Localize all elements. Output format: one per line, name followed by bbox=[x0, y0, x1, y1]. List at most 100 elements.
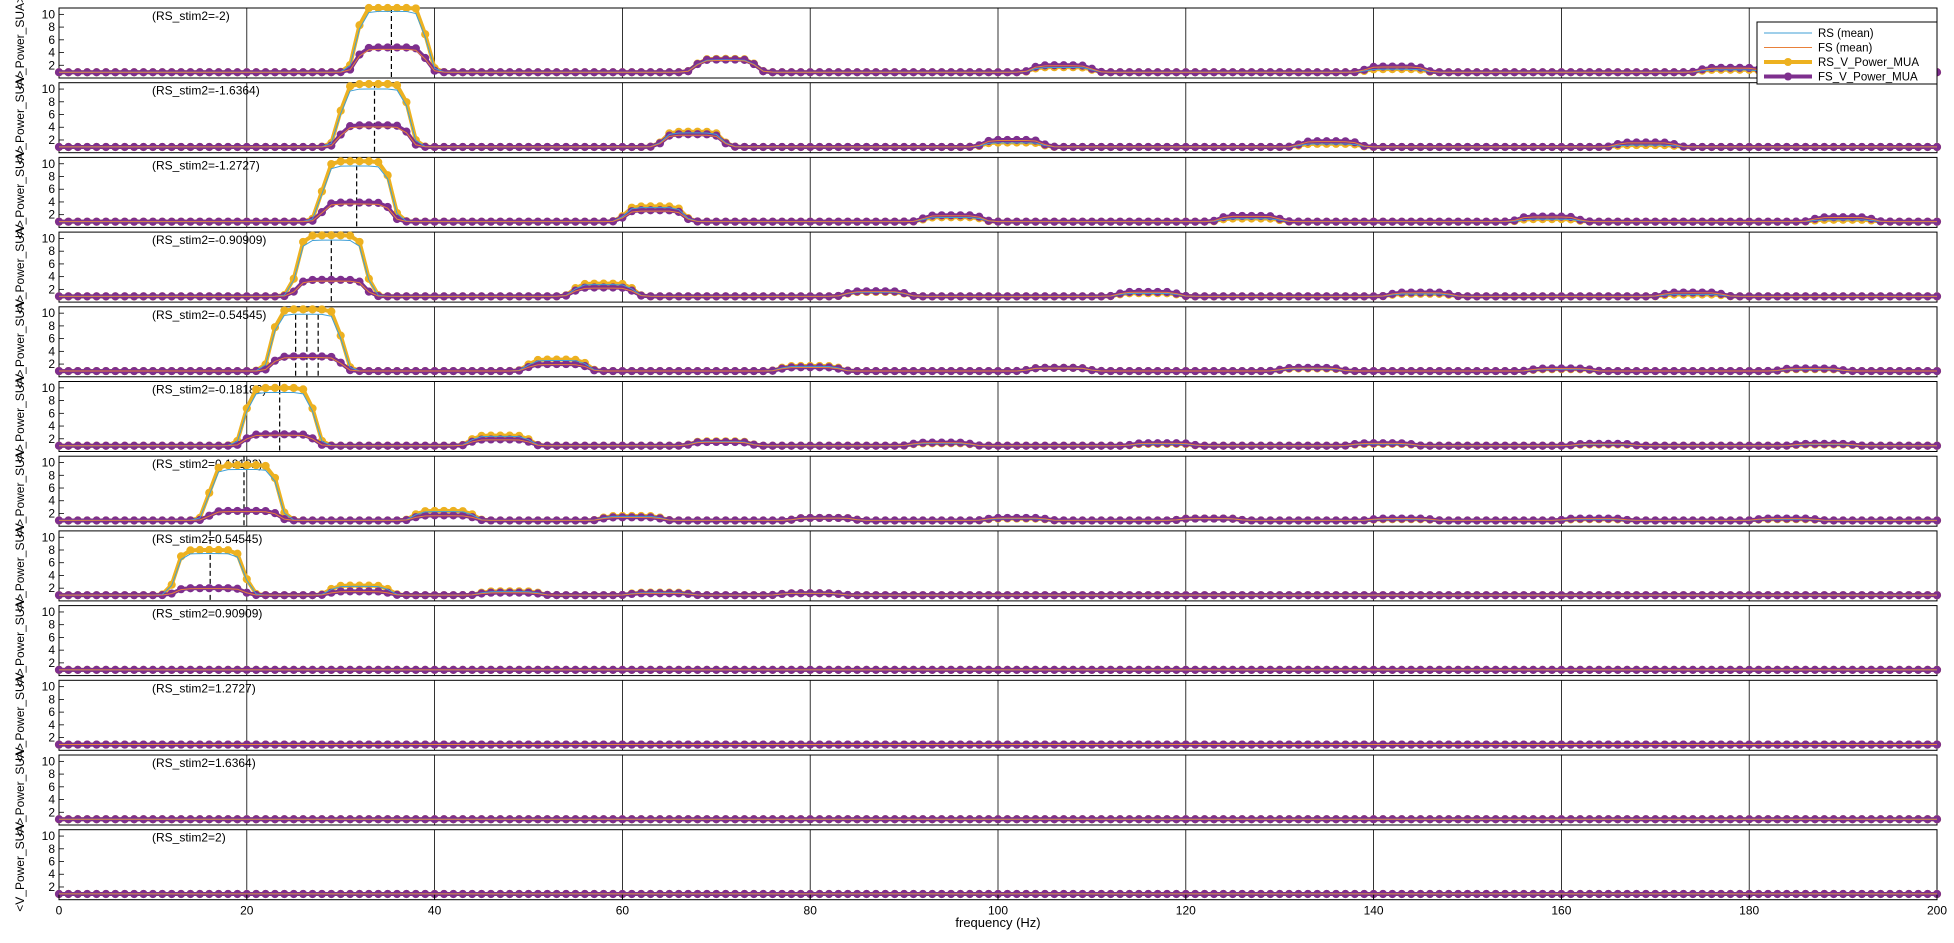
y-tick-label: 10 bbox=[42, 456, 56, 470]
fs-mua-point bbox=[544, 360, 551, 367]
y-tick-label: 4 bbox=[48, 419, 55, 433]
rs-mua-point bbox=[300, 306, 307, 313]
rs-mua-point bbox=[346, 83, 353, 90]
panel-label: (RS_stim2=0.54545) bbox=[152, 532, 262, 546]
fs-mua-point bbox=[318, 276, 325, 283]
fs-mua-point bbox=[290, 431, 297, 438]
subplot-7: 246810<V_Power_SUA> (RS_stim2=0.18182) bbox=[13, 444, 1941, 538]
y-tick-label: 4 bbox=[48, 494, 55, 508]
y-tick-label: 6 bbox=[48, 33, 55, 47]
y-tick-label: 8 bbox=[48, 169, 55, 183]
fs-mua-point bbox=[215, 585, 222, 592]
y-tick-label: 4 bbox=[48, 793, 55, 807]
fs-mua-point bbox=[356, 199, 363, 206]
rs-mua-point bbox=[206, 546, 213, 553]
rs-mua-point bbox=[290, 384, 297, 391]
fs-mua-point bbox=[253, 431, 260, 438]
rs-mua-point bbox=[318, 232, 325, 239]
rs-mua-point bbox=[393, 82, 400, 89]
fs-mua-point bbox=[224, 507, 231, 514]
rs-mua-point bbox=[403, 4, 410, 11]
y-tick-label: 2 bbox=[48, 656, 55, 670]
rs-mua-point bbox=[356, 158, 363, 165]
fs-mua-point bbox=[318, 353, 325, 360]
y-tick-label: 6 bbox=[48, 108, 55, 122]
y-tick-label: 4 bbox=[48, 718, 55, 732]
y-tick-label: 10 bbox=[42, 829, 56, 843]
panel-label: (RS_stim2=1.6364) bbox=[152, 756, 256, 770]
y-tick-label: 6 bbox=[48, 855, 55, 869]
rs-mua-point bbox=[309, 232, 316, 239]
y-tick-label: 10 bbox=[42, 680, 56, 694]
rs-mua-point bbox=[412, 5, 419, 12]
rs-mua-point bbox=[281, 384, 288, 391]
y-tick-label: 2 bbox=[48, 432, 55, 446]
y-tick-label: 4 bbox=[48, 120, 55, 134]
rs-mua-point bbox=[375, 80, 382, 87]
rs-mua-point bbox=[309, 306, 316, 313]
fs-mua-point bbox=[328, 200, 335, 207]
y-tick-label: 6 bbox=[48, 705, 55, 719]
fs-mua-point bbox=[346, 276, 353, 283]
y-tick-label: 6 bbox=[48, 406, 55, 420]
rs-mua-point bbox=[393, 4, 400, 11]
y-tick-label: 10 bbox=[42, 381, 56, 395]
rs-mua-point bbox=[253, 386, 260, 393]
y-tick-label: 4 bbox=[48, 270, 55, 284]
y-tick-label: 2 bbox=[48, 581, 55, 595]
rs-mua-point bbox=[328, 160, 335, 167]
y-tick-label: 2 bbox=[48, 805, 55, 819]
rs-mua-point bbox=[375, 4, 382, 11]
panel-label: (RS_stim2=-2) bbox=[152, 9, 230, 23]
fs-mua-point bbox=[309, 276, 316, 283]
y-tick-label: 6 bbox=[48, 332, 55, 346]
y-tick-label: 2 bbox=[48, 880, 55, 894]
rs-mua-point bbox=[346, 158, 353, 165]
y-tick-label: 2 bbox=[48, 282, 55, 296]
y-tick-label: 2 bbox=[48, 357, 55, 371]
panel-label: (RS_stim2=2) bbox=[152, 831, 226, 845]
rs-mua-point bbox=[253, 462, 260, 469]
panel-label: (RS_stim2=-0.54545) bbox=[152, 308, 266, 322]
y-tick-label: 10 bbox=[42, 7, 56, 21]
y-tick-label: 6 bbox=[48, 630, 55, 644]
fs-mua-point bbox=[675, 131, 682, 138]
fs-mua-point bbox=[553, 360, 560, 367]
rs-mua-point bbox=[234, 462, 241, 469]
rs-mua-point bbox=[262, 384, 269, 391]
fs-mua-point bbox=[271, 431, 278, 438]
y-tick-label: 10 bbox=[42, 157, 56, 171]
y-tick-label: 8 bbox=[48, 692, 55, 706]
rs-mua-point bbox=[215, 464, 222, 471]
y-tick-label: 4 bbox=[48, 867, 55, 881]
rs-mua-point bbox=[243, 462, 250, 469]
fs-mua-point bbox=[234, 507, 241, 514]
y-tick-label: 8 bbox=[48, 319, 55, 333]
fs-mua-point bbox=[281, 431, 288, 438]
y-tick-label: 8 bbox=[48, 468, 55, 482]
fs-mua-point bbox=[337, 131, 344, 138]
fs-mua-point bbox=[337, 199, 344, 206]
rs-mua-point bbox=[290, 306, 297, 313]
y-tick-label: 10 bbox=[42, 82, 56, 96]
y-tick-label: 2 bbox=[48, 731, 55, 745]
panel-label: (RS_stim2=-0.18182) bbox=[152, 383, 266, 397]
fs-mua-point bbox=[384, 122, 391, 129]
fs-mua-point bbox=[300, 353, 307, 360]
fs-mua-point bbox=[262, 507, 269, 514]
rs-mua-point bbox=[337, 158, 344, 165]
fs-mua-point bbox=[206, 585, 213, 592]
y-tick-label: 10 bbox=[42, 530, 56, 544]
y-tick-label: 6 bbox=[48, 780, 55, 794]
y-tick-label: 2 bbox=[48, 58, 55, 72]
rs-mua-point bbox=[300, 386, 307, 393]
